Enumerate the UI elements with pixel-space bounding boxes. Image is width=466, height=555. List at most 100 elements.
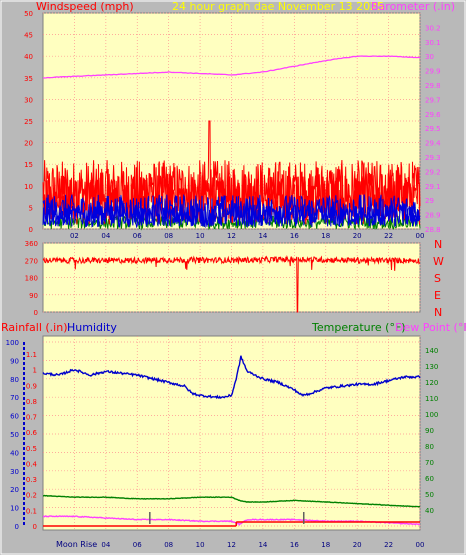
wind-x-tick-label: 14 [258,232,267,240]
wind-x-tick-label: 06 [133,232,142,240]
bottom-x-tick-label: 18 [321,541,330,549]
wind-x-tick-label: 16 [290,232,299,240]
direction-label-w: W [433,255,444,268]
rainfall-y-tick-label: 0.6 [26,429,38,437]
direction-label-e: E [434,289,441,302]
temperature-y-tick-label: 120 [425,379,438,387]
barometer-y-tick-label: 28.8 [425,226,441,234]
barometer-y-tick-label: 29 [425,197,434,205]
barometer-y-tick-label: 29.7 [425,96,441,104]
temperature-y-tick-label: 90 [425,427,434,435]
humidity-y-tick-label: 0 [15,523,19,531]
wind-x-tick-label: 04 [101,232,110,240]
wind-x-tick-label: 12 [227,232,236,240]
rainfall-y-tick-label: 0.8 [26,398,37,406]
direction-y-tick-label: 270 [25,257,38,265]
direction-line [42,254,421,313]
direction-axis-ticks: 0 90 180 270 360 [25,240,38,317]
humidity-title: Humidity [67,321,117,334]
temperature-y-tick-label: 50 [425,491,434,499]
rainfall-y-tick-label: 0.7 [26,414,37,422]
barometer-y-tick-label: 29.2 [425,168,441,176]
direction-y-tick-label: 360 [25,240,38,248]
direction-label-n-top: N [434,238,442,251]
barometer-y-tick-label: 29.4 [425,140,441,148]
barometer-y-tick-label: 29.3 [425,154,441,162]
temperature-y-tick-label: 70 [425,459,434,467]
humidity-line [42,355,421,400]
wind-y-tick-label: 45 [24,32,33,40]
humidity-y-tick-label: 40 [10,449,19,457]
barometer-line [42,55,421,79]
temperature-y-tick-label: 80 [425,443,434,451]
temperature-y-tick-label: 110 [425,395,438,403]
temperature-line [43,494,421,508]
barometer-y-tick-label: 30.1 [425,39,441,47]
rainfall-y-tick-label: 0 [33,523,37,531]
direction-label-s: S [434,272,441,285]
barometer-y-tick-label: 29.6 [425,111,441,119]
barometer-y-tick-label: 29.8 [425,82,441,90]
wind-average-line-2 [42,204,421,229]
wind-x-tick-label: 20 [353,232,362,240]
bottom-x-tick-label: 08 [164,541,173,549]
rainfall-y-tick-label: 1.1 [26,351,37,359]
rainfall-y-tick-label: 0.3 [26,476,37,484]
wind-y-tick-label: 25 [24,118,33,126]
rainfall-y-tick-label: 0.4 [26,460,38,468]
wind-y-tick-label: 15 [24,161,33,169]
wind-y-tick-label: 35 [24,75,33,83]
bottom-x-tick-label: 16 [290,541,299,549]
rainfall-y-tick-label: 0.5 [26,445,37,453]
rainfall-y-tick-label: 0.1 [26,507,37,515]
humidity-y-tick-label: 70 [10,394,19,402]
rainfall-y-tick-label: 0.2 [26,492,37,500]
barometer-y-tick-label: 30 [425,53,434,61]
direction-label-n-bottom: N [434,306,442,319]
wind-y-tick-label: 30 [24,96,33,104]
bottom-x-tick-label: 06 [133,541,142,549]
wind-x-tick-label: 18 [321,232,330,240]
wind-axis-ticks: 0 5 10 15 20 25 30 35 40 45 50 28.8 28.9 29 29.1 29.2 29… [24,10,441,240]
bottom-x-tick-label: 14 [258,541,267,549]
direction-y-tick-label: 180 [25,275,38,283]
direction-series [42,254,421,313]
barometer-y-tick-label: 30.2 [425,24,441,32]
temperature-title: Temperature (°F) [311,321,406,334]
wind-gust-line-2 [42,172,421,222]
moon-rise-label: Moon Rise [56,540,97,549]
humidity-y-tick-label: 50 [10,431,19,439]
rainfall-y-tick-label: 1 [33,367,37,375]
wind-series [42,120,421,229]
humidity-y-tick-label: 60 [10,413,19,421]
humidity-y-tick-label: 90 [10,357,19,365]
humidity-y-tick-label: 30 [10,468,19,476]
humidity-y-tick-label: 20 [10,486,19,494]
bottom-axis-ticks: 0 10 20 30 40 50 60 70 80 90 100 0 0.1 0.2 0.3 0.4 0.5 0.… [6,339,439,549]
barometer-series [42,55,421,79]
dewpoint-title: Dew Point (°F) [395,321,466,334]
bottom-x-tick-label: 20 [353,541,362,549]
wind-y-tick-label: 5 [29,204,33,212]
windspeed-title: Windspeed (mph) [36,0,134,13]
wind-x-tick-label: 02 [70,232,79,240]
temperature-y-tick-label: 100 [425,411,438,419]
wind-x-tick-label: 10 [196,232,205,240]
direction-y-tick-label: 90 [29,292,38,300]
barometer-y-tick-label: 28.9 [425,212,441,220]
wind-x-tick-label: 00 [416,232,425,240]
bottom-x-tick-label: 10 [196,541,205,549]
barometer-y-tick-label: 29.5 [425,125,441,133]
wind-y-tick-label: 0 [29,226,33,234]
temperature-y-tick-label: 60 [425,475,434,483]
barometer-y-tick-label: 29.9 [425,68,441,76]
direction-y-tick-label: 0 [34,309,38,317]
wind-x-tick-label: 22 [384,232,393,240]
bottom-series [42,355,421,527]
direction-grid [43,242,421,313]
rainfall-y-tick-label: 0.9 [26,382,37,390]
bottom-x-tick-label: 04 [101,541,110,549]
bottom-grid [43,336,421,530]
bottom-x-tick-label: 22 [384,541,393,549]
